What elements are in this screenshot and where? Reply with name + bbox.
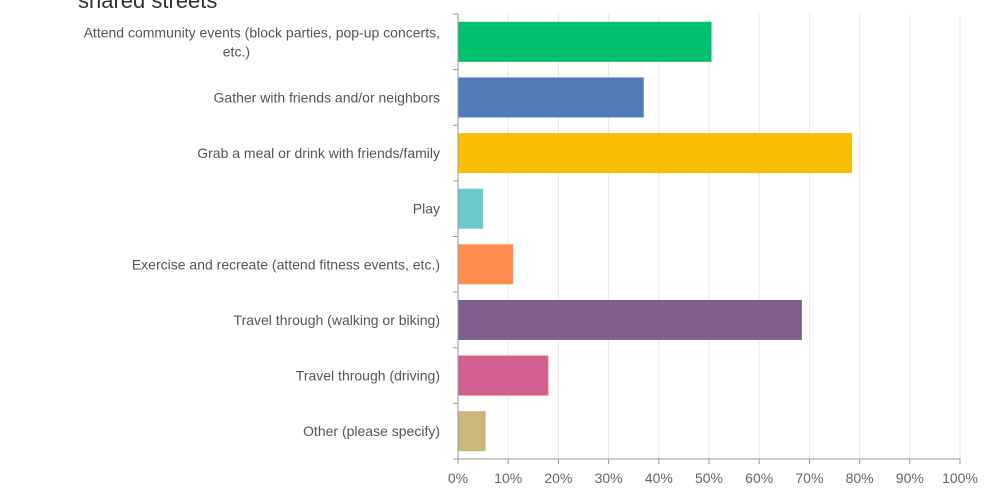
- bar[interactable]: [458, 299, 802, 340]
- x-tick-label: 50%: [695, 470, 723, 486]
- x-tick-label: 60%: [745, 470, 773, 486]
- x-tick-label: 80%: [846, 470, 874, 486]
- x-tick-label: 20%: [544, 470, 572, 486]
- bar[interactable]: [458, 411, 486, 452]
- tick-label-layer: 0% 10% 20% 30% 40% 50% 60% 70% 80% 90% 100%: [448, 470, 978, 486]
- bar[interactable]: [458, 355, 549, 396]
- x-tick-label: 70%: [795, 470, 823, 486]
- x-tick-label: 30%: [595, 470, 623, 486]
- category-label: Play: [413, 201, 440, 217]
- category-label: Attend community events (block parties, …: [84, 24, 440, 59]
- x-tick-label: 100%: [942, 470, 978, 486]
- bar[interactable]: [458, 244, 514, 285]
- category-label: Travel through (driving): [296, 368, 440, 384]
- axis-layer: [453, 13, 961, 464]
- category-label: Exercise and recreate (attend fitness ev…: [132, 256, 440, 272]
- category-label-layer: Attend community events (block parties, …: [84, 24, 440, 439]
- bar[interactable]: [458, 21, 712, 62]
- bar[interactable]: [458, 133, 853, 174]
- bar-layer: [458, 21, 853, 452]
- category-label: Grab a meal or drink with friends/family: [197, 145, 440, 161]
- bar[interactable]: [458, 188, 484, 229]
- category-label: Travel through (walking or biking): [234, 312, 440, 328]
- x-tick-label: 0%: [448, 470, 468, 486]
- category-label: Gather with friends and/or neighbors: [214, 89, 440, 105]
- x-tick-label: 40%: [645, 470, 673, 486]
- chart-title: shared streets: [78, 0, 218, 13]
- bar[interactable]: [458, 77, 644, 118]
- category-label: Other (please specify): [303, 423, 440, 439]
- x-tick-label: 90%: [896, 470, 924, 486]
- x-tick-label: 10%: [494, 470, 522, 486]
